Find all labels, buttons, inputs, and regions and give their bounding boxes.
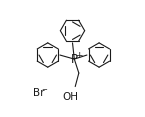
Text: +: + (76, 51, 83, 60)
Text: Br: Br (32, 88, 44, 98)
Text: −: − (41, 87, 47, 93)
Text: OH: OH (63, 92, 79, 102)
Text: P: P (71, 53, 78, 66)
